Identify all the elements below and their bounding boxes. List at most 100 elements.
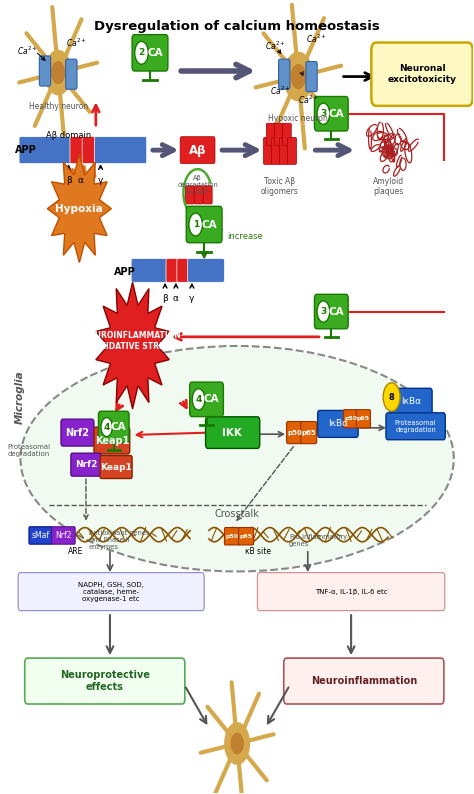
Text: 3: 3 [320,307,327,316]
Circle shape [192,389,205,410]
Text: p65: p65 [239,534,253,539]
Text: CA: CA [204,395,219,404]
Text: $Ca^{2+}$: $Ca^{2+}$ [17,44,38,56]
FancyBboxPatch shape [52,526,75,544]
Text: β: β [65,176,72,185]
Text: Crosstalk: Crosstalk [215,510,260,519]
Text: Hypoxic neuron: Hypoxic neuron [268,114,328,123]
Text: p50: p50 [226,534,238,539]
Text: CA: CA [329,109,345,119]
Circle shape [284,52,313,101]
FancyBboxPatch shape [177,259,190,283]
FancyBboxPatch shape [25,658,185,704]
FancyBboxPatch shape [131,259,168,283]
Text: TNF-α, IL-1β, IL-6 etc: TNF-α, IL-1β, IL-6 etc [315,588,387,595]
Text: Nrf2: Nrf2 [75,461,97,469]
FancyBboxPatch shape [266,123,275,145]
Text: ARE: ARE [68,546,84,556]
FancyBboxPatch shape [180,137,215,164]
Circle shape [231,734,243,754]
Text: β: β [162,294,168,303]
Text: Amyloid
plaques: Amyloid plaques [373,177,404,196]
Text: Proteasomal
degradation: Proteasomal degradation [8,444,51,457]
FancyBboxPatch shape [288,137,296,164]
FancyBboxPatch shape [284,658,444,704]
Circle shape [225,723,249,764]
Text: CA: CA [148,48,164,58]
FancyBboxPatch shape [203,186,212,204]
FancyBboxPatch shape [279,59,290,89]
FancyBboxPatch shape [19,137,72,164]
Text: Aβ domain: Aβ domain [46,131,91,141]
FancyBboxPatch shape [188,259,224,283]
Text: $Ca^{2+}$: $Ca^{2+}$ [270,84,291,97]
FancyBboxPatch shape [224,527,239,545]
Text: Hypoxia: Hypoxia [55,204,103,214]
FancyBboxPatch shape [386,413,445,440]
Text: APP: APP [15,145,36,155]
Text: Proteasomal
degradation: Proteasomal degradation [395,420,437,433]
Text: κB site: κB site [246,546,271,556]
FancyBboxPatch shape [100,456,132,479]
FancyBboxPatch shape [71,453,101,476]
Text: $Ca^{2+}$: $Ca^{2+}$ [66,37,86,48]
Text: 4: 4 [103,422,110,432]
FancyBboxPatch shape [301,422,317,444]
FancyBboxPatch shape [166,259,179,283]
Text: Antioxidant genes
and Phase II
enzymes: Antioxidant genes and Phase II enzymes [89,530,149,550]
Text: Aβ
degradation
by NLP: Aβ degradation by NLP [177,175,218,195]
Text: APP: APP [114,267,136,277]
Text: $Ca^{2+}$: $Ca^{2+}$ [306,32,327,44]
FancyBboxPatch shape [356,410,370,428]
Text: IκBα: IκBα [328,419,348,429]
FancyBboxPatch shape [371,43,473,106]
Circle shape [317,103,330,125]
Text: γ: γ [189,294,195,303]
FancyBboxPatch shape [314,295,348,329]
Text: Healthy neuron: Healthy neuron [28,102,88,111]
FancyBboxPatch shape [66,59,77,89]
FancyBboxPatch shape [18,572,204,611]
Text: CA: CA [329,306,345,317]
Text: Neuronal
excitotoxicity: Neuronal excitotoxicity [388,64,457,84]
FancyBboxPatch shape [238,527,254,545]
FancyBboxPatch shape [94,137,146,164]
FancyBboxPatch shape [274,123,283,145]
FancyBboxPatch shape [99,411,129,443]
Text: Nrf2: Nrf2 [65,428,90,437]
Text: Keap1: Keap1 [95,436,129,445]
Text: NADPH, GSH, SOD,
catalase, heme-
oxygenase-1 etc: NADPH, GSH, SOD, catalase, heme- oxygena… [78,582,144,602]
Text: α: α [77,176,83,185]
Circle shape [45,51,71,94]
Text: γ: γ [98,176,103,185]
Text: p50: p50 [344,416,357,422]
FancyBboxPatch shape [70,137,84,164]
FancyBboxPatch shape [61,419,94,446]
FancyBboxPatch shape [190,382,223,417]
Circle shape [135,41,148,64]
Circle shape [383,383,400,411]
Text: Toxic Aβ
oligomers: Toxic Aβ oligomers [261,177,299,196]
Text: IκBα: IκBα [401,397,421,407]
Text: 1: 1 [192,220,199,229]
Text: Dysregulation of calcium homeostasis: Dysregulation of calcium homeostasis [94,21,380,33]
Text: CA: CA [110,422,126,432]
FancyBboxPatch shape [257,572,445,611]
Text: sMaf: sMaf [32,531,50,540]
Text: Neuroinflammation: Neuroinflammation [310,676,417,686]
Text: Nrf2: Nrf2 [55,531,72,540]
Text: $Ca^{2+}$: $Ca^{2+}$ [298,94,319,106]
Text: Aβ: Aβ [189,144,206,156]
FancyBboxPatch shape [283,123,292,145]
Text: $Ca^{2+}$: $Ca^{2+}$ [265,40,286,52]
Polygon shape [47,155,111,263]
Text: p50: p50 [287,430,302,436]
Circle shape [101,418,112,437]
Circle shape [317,301,330,322]
FancyBboxPatch shape [287,422,302,444]
FancyBboxPatch shape [390,388,432,415]
Text: 4: 4 [195,395,202,404]
FancyBboxPatch shape [280,137,289,164]
Polygon shape [96,283,169,409]
FancyBboxPatch shape [94,427,130,454]
